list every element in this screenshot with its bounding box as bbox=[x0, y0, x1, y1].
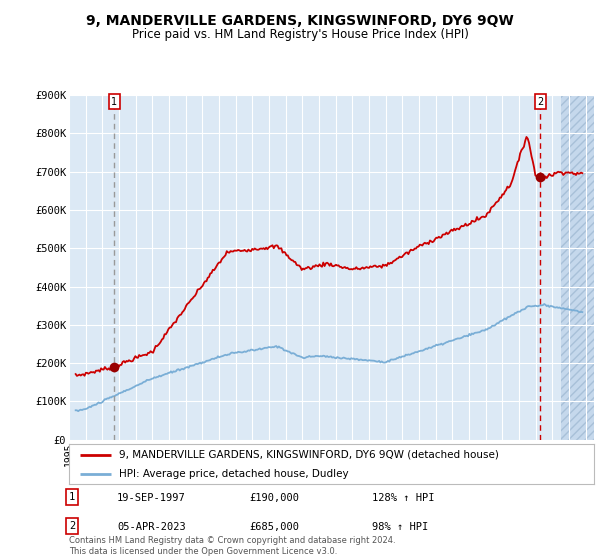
Bar bbox=[560, 95, 594, 440]
Text: 2: 2 bbox=[69, 521, 75, 531]
Text: 05-APR-2023: 05-APR-2023 bbox=[117, 522, 186, 532]
Text: 9, MANDERVILLE GARDENS, KINGSWINFORD, DY6 9QW (detached house): 9, MANDERVILLE GARDENS, KINGSWINFORD, DY… bbox=[119, 450, 499, 460]
Text: 1: 1 bbox=[69, 492, 75, 502]
Text: 128% ↑ HPI: 128% ↑ HPI bbox=[372, 493, 434, 503]
Text: Contains HM Land Registry data © Crown copyright and database right 2024.
This d: Contains HM Land Registry data © Crown c… bbox=[69, 536, 395, 556]
Text: 1: 1 bbox=[111, 97, 118, 107]
Text: HPI: Average price, detached house, Dudley: HPI: Average price, detached house, Dudl… bbox=[119, 469, 349, 478]
Text: 19-SEP-1997: 19-SEP-1997 bbox=[117, 493, 186, 503]
Text: 2: 2 bbox=[537, 97, 543, 107]
Text: £685,000: £685,000 bbox=[249, 522, 299, 532]
Text: 9, MANDERVILLE GARDENS, KINGSWINFORD, DY6 9QW: 9, MANDERVILLE GARDENS, KINGSWINFORD, DY… bbox=[86, 14, 514, 28]
Text: Price paid vs. HM Land Registry's House Price Index (HPI): Price paid vs. HM Land Registry's House … bbox=[131, 28, 469, 41]
Text: 98% ↑ HPI: 98% ↑ HPI bbox=[372, 522, 428, 532]
Text: £190,000: £190,000 bbox=[249, 493, 299, 503]
